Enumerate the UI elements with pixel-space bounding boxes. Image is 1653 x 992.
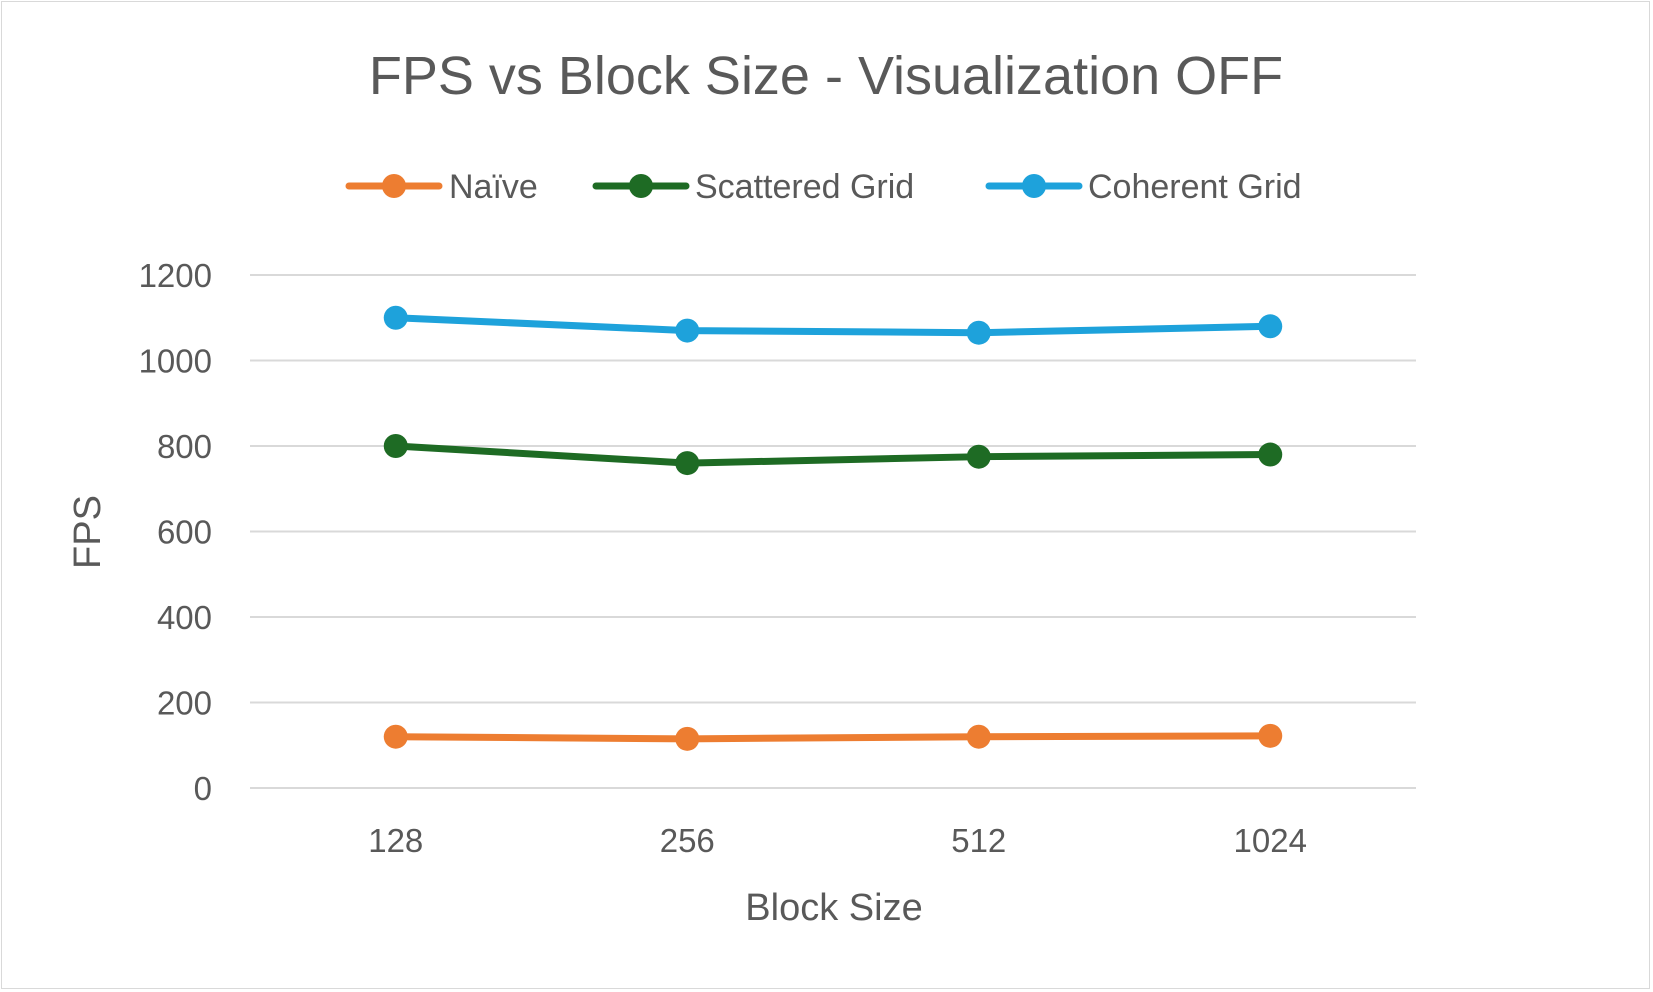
chart-title: FPS vs Block Size - Visualization OFF: [369, 46, 1283, 106]
series-line: [392, 442, 1274, 467]
legend-label: Naïve: [449, 168, 538, 206]
series-group: [383, 305, 1283, 345]
legend-item: Scattered Grid: [592, 168, 914, 206]
data-point: [383, 305, 408, 330]
series-line: [392, 732, 1274, 743]
data-point: [675, 726, 700, 751]
y-tick-label: 800: [157, 428, 212, 465]
data-point: [966, 724, 991, 749]
data-point: [383, 434, 408, 458]
data-point: [1258, 723, 1283, 748]
x-tick-label: 128: [368, 822, 423, 859]
data-point: [966, 444, 991, 469]
x-tick-label: 512: [951, 822, 1006, 859]
y-tick-label: 1200: [139, 257, 212, 294]
x-axis-ticks: 128 256 512 1024: [368, 822, 1307, 859]
gridlines: [250, 274, 1416, 789]
legend-swatch-marker: [629, 174, 653, 198]
data-point: [966, 320, 991, 345]
legend-label: Coherent Grid: [1088, 168, 1302, 206]
series-layer: [383, 305, 1283, 751]
legend-item: Naïve: [345, 168, 538, 206]
legend-swatch-marker: [1022, 174, 1046, 198]
data-point: [1258, 442, 1283, 467]
series-group: [383, 434, 1283, 476]
y-tick-label: 0: [194, 770, 212, 807]
legend-label: Scattered Grid: [695, 168, 914, 206]
x-tick-label: 1024: [1234, 822, 1307, 859]
y-tick-label: 400: [157, 599, 212, 636]
x-tick-label: 256: [660, 822, 715, 859]
data-point: [383, 724, 408, 749]
legend-swatch-marker: [382, 174, 406, 198]
y-tick-label: 1000: [139, 343, 212, 380]
data-point: [675, 318, 700, 343]
x-axis-title: Block Size: [745, 887, 922, 929]
data-point: [1258, 314, 1283, 339]
data-point: [675, 451, 700, 476]
y-axis-title: FPS: [67, 495, 109, 569]
series-group: [383, 723, 1283, 751]
y-tick-label: 600: [157, 514, 212, 551]
y-tick-label: 200: [157, 685, 212, 722]
y-axis-ticks: 0 200 400 600 800 1000 1200: [139, 257, 212, 807]
legend-item: Coherent Grid: [985, 168, 1302, 206]
series-line: [392, 314, 1274, 337]
legend: Naïve Scattered Grid Coherent Grid: [345, 168, 1302, 206]
